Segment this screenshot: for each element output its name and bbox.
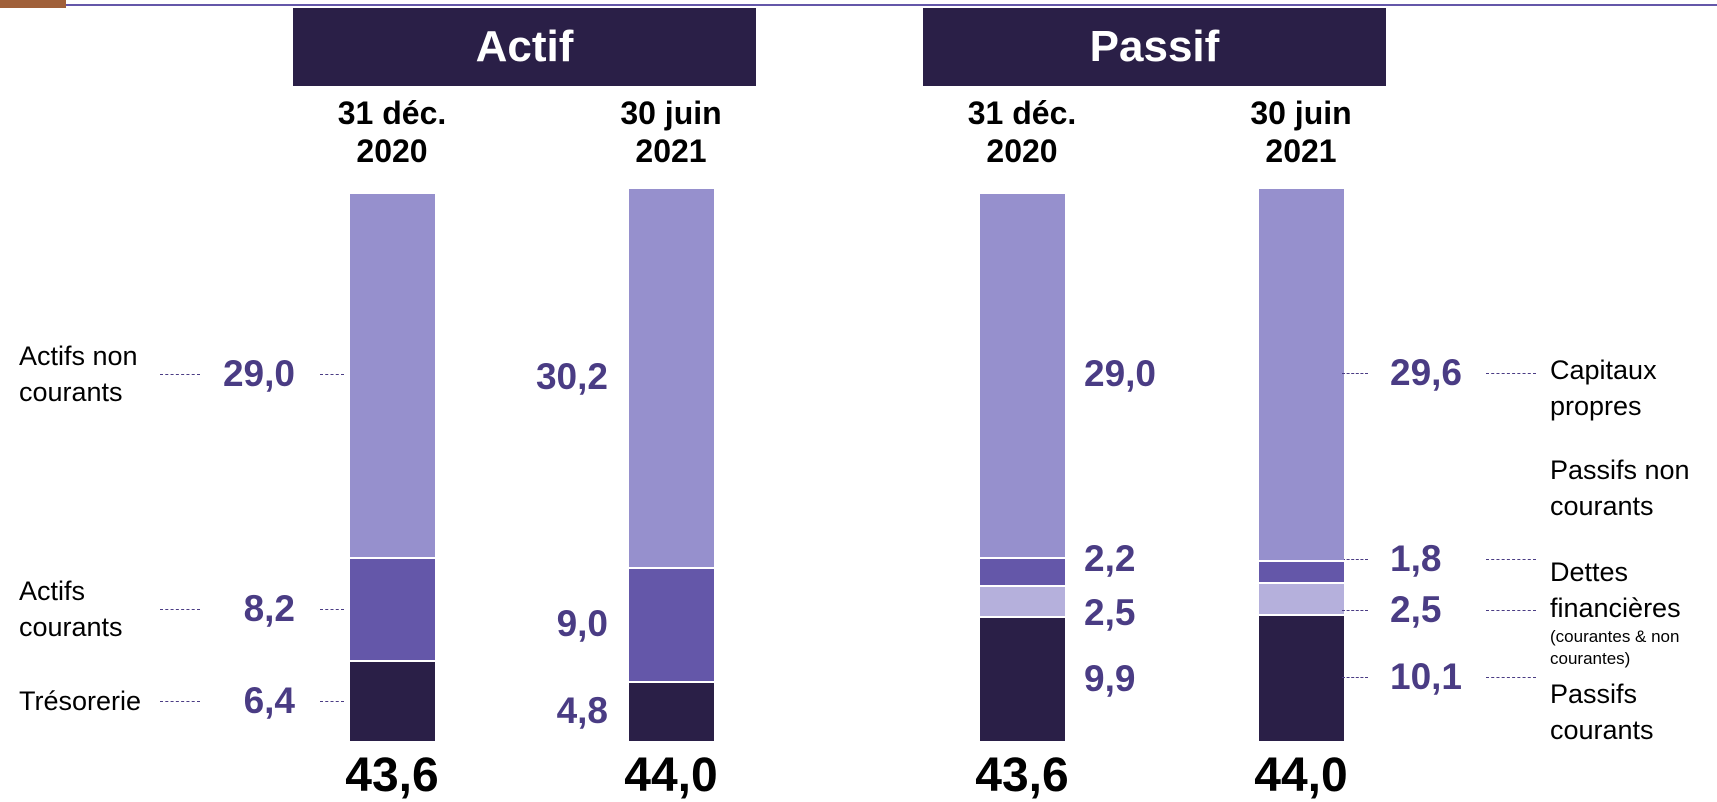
bar-segment <box>1259 187 1344 560</box>
panel-title: Passif <box>923 8 1386 86</box>
value-label: 29,0 <box>223 353 295 395</box>
bar-segment <box>980 557 1065 585</box>
bar-segment <box>980 192 1065 557</box>
leader-line <box>1486 610 1536 611</box>
bar-segment <box>629 187 714 568</box>
series-name: Actifs courants <box>19 573 169 645</box>
logo-fragment <box>0 0 66 8</box>
series-name: Passifs courants <box>1550 676 1717 748</box>
bar-segment <box>350 660 435 741</box>
category-label: 31 déc. 2020 <box>932 94 1112 170</box>
leader-line <box>1486 373 1536 374</box>
series-name: Trésorerie <box>19 683 169 719</box>
value-label: 9,0 <box>557 603 608 645</box>
series-name-text: Trésorerie <box>19 686 141 716</box>
series-note: (courantes & non courantes) <box>1550 626 1717 670</box>
value-label: 10,1 <box>1390 656 1462 698</box>
series-name: Dettes financières(courantes & non coura… <box>1550 554 1717 670</box>
value-label: 29,0 <box>1084 353 1156 395</box>
value-label: 30,2 <box>536 356 608 398</box>
bar-segment <box>350 557 435 660</box>
category-label: 30 juin 2021 <box>581 94 761 170</box>
series-name-text: Actifs courants <box>19 576 123 642</box>
total-label: 43,6 <box>975 748 1068 802</box>
leader-line <box>1486 677 1536 678</box>
category-label: 31 déc. 2020 <box>302 94 482 170</box>
value-label: 2,5 <box>1084 592 1135 634</box>
series-name-text: Actifs non courants <box>19 341 138 407</box>
total-label: 43,6 <box>345 748 438 802</box>
total-label: 44,0 <box>1254 748 1347 802</box>
panel-title: Actif <box>293 8 756 86</box>
bar-segment <box>350 192 435 557</box>
bar-segment <box>980 616 1065 741</box>
series-name-text: Passifs courants <box>1550 679 1654 745</box>
total-label: 44,0 <box>624 748 717 802</box>
leader-line <box>1342 677 1368 678</box>
leader-line <box>320 701 344 702</box>
leader-line <box>1486 559 1536 560</box>
series-name: Actifs non courants <box>19 338 169 410</box>
series-name: Passifs non courants <box>1550 452 1717 524</box>
value-label: 2,5 <box>1390 589 1441 631</box>
value-label: 1,8 <box>1390 538 1441 580</box>
leader-line <box>1342 373 1368 374</box>
series-name: Capitaux propres <box>1550 352 1717 424</box>
bar-segment <box>1259 614 1344 741</box>
leader-line <box>320 374 344 375</box>
series-name-text: Dettes financières <box>1550 557 1681 623</box>
bar-segment <box>629 567 714 680</box>
top-rule <box>0 4 1717 6</box>
series-name-text: Passifs non courants <box>1550 455 1690 521</box>
slide: Actif 31 déc. 2020 6,4 Trésorerie 8,2 Actifs … <box>0 0 1717 802</box>
bar-segment <box>1259 582 1344 614</box>
bar-segment <box>1259 560 1344 583</box>
category-label: 30 juin 2021 <box>1211 94 1391 170</box>
bar-segment <box>980 585 1065 617</box>
bar-segment <box>629 681 714 741</box>
value-label: 8,2 <box>244 588 295 630</box>
series-name-text: Capitaux propres <box>1550 355 1657 421</box>
value-label: 2,2 <box>1084 538 1135 580</box>
value-label: 29,6 <box>1390 352 1462 394</box>
leader-line <box>1342 559 1368 560</box>
leader-line <box>320 609 344 610</box>
leader-line <box>1342 610 1368 611</box>
value-label: 6,4 <box>244 680 295 722</box>
value-label: 4,8 <box>557 690 608 732</box>
value-label: 9,9 <box>1084 658 1135 700</box>
